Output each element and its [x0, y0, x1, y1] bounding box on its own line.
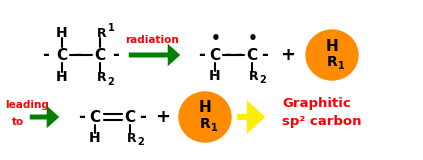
Text: sp² carbon: sp² carbon [282, 116, 362, 128]
Text: C: C [89, 109, 101, 124]
Text: -: - [261, 46, 269, 64]
Text: R: R [97, 27, 107, 40]
Text: H: H [326, 39, 338, 53]
Text: -: - [140, 108, 146, 126]
Text: •: • [248, 31, 258, 45]
Text: -: - [198, 46, 206, 64]
Text: C: C [124, 109, 135, 124]
Text: 2: 2 [260, 75, 266, 85]
Text: +: + [156, 108, 170, 126]
Text: H: H [89, 131, 101, 145]
Text: -: - [113, 46, 119, 64]
Ellipse shape [179, 92, 231, 142]
Text: H: H [56, 26, 68, 40]
Text: -: - [225, 46, 231, 64]
Text: R: R [327, 55, 338, 69]
Text: C: C [247, 48, 258, 63]
Text: R: R [200, 117, 210, 131]
Text: R: R [127, 132, 137, 144]
Text: Graphitic: Graphitic [282, 97, 351, 111]
Text: R: R [249, 69, 259, 83]
Text: C: C [56, 48, 68, 63]
Text: 2: 2 [137, 137, 144, 147]
Text: -: - [74, 46, 82, 64]
Text: radiation: radiation [125, 35, 179, 45]
Text: •: • [211, 31, 221, 45]
Text: R: R [97, 71, 107, 84]
Text: to: to [12, 117, 24, 127]
Text: H: H [199, 100, 212, 116]
Text: 1: 1 [211, 123, 217, 133]
Text: 2: 2 [107, 77, 114, 87]
Text: 1: 1 [107, 23, 114, 33]
Text: C: C [94, 48, 106, 63]
Text: -: - [43, 46, 49, 64]
Text: H: H [56, 70, 68, 84]
Text: H: H [209, 69, 221, 83]
Text: +: + [280, 46, 296, 64]
Text: leading: leading [5, 100, 49, 110]
Text: -: - [79, 108, 85, 126]
Text: -: - [236, 46, 242, 64]
Ellipse shape [306, 30, 358, 80]
Text: C: C [209, 48, 220, 63]
Text: 1: 1 [338, 61, 344, 71]
